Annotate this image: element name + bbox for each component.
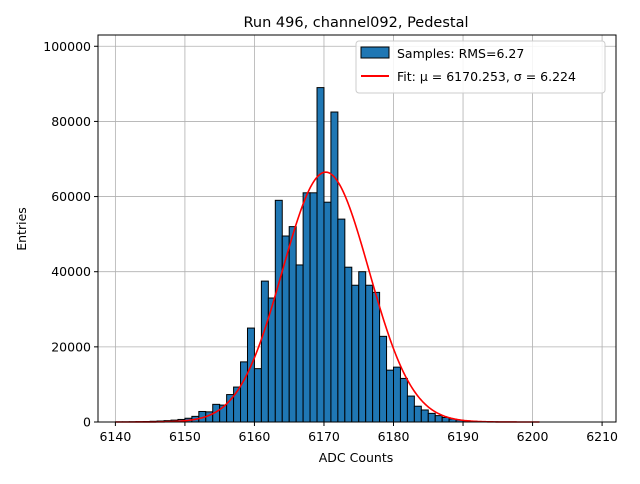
x-tick-label: 6150 xyxy=(169,429,201,444)
histogram-bar xyxy=(254,369,261,422)
x-tick-label: 6170 xyxy=(308,429,340,444)
chart-title: Run 496, channel092, Pedestal xyxy=(243,15,468,31)
histogram-bar xyxy=(380,336,387,422)
histogram-bar xyxy=(338,219,345,422)
histogram-bar xyxy=(428,413,435,422)
histogram-bar xyxy=(359,272,366,422)
y-tick-label: 40000 xyxy=(51,264,91,279)
histogram-bar xyxy=(407,396,414,422)
y-tick-label: 0 xyxy=(83,415,91,430)
histogram-bar xyxy=(289,227,296,422)
histogram-bar xyxy=(241,362,248,422)
x-tick-label: 6210 xyxy=(586,429,618,444)
x-tick-label: 6190 xyxy=(447,429,479,444)
y-axis-label: Entries xyxy=(14,207,29,251)
histogram-bar xyxy=(421,410,428,422)
histogram-bar xyxy=(331,112,338,422)
y-tick-label: 60000 xyxy=(51,189,91,204)
histogram-bar xyxy=(352,285,359,422)
y-tick-label: 80000 xyxy=(51,114,91,129)
histogram-bar xyxy=(387,370,394,422)
histogram-bar xyxy=(261,281,268,422)
histogram-bar xyxy=(317,88,324,422)
x-tick-label: 6180 xyxy=(378,429,410,444)
histogram-bar xyxy=(373,292,380,422)
x-tick-label: 6140 xyxy=(99,429,131,444)
x-axis-label: ADC Counts xyxy=(319,450,394,465)
histogram-bar xyxy=(400,378,407,422)
histogram-bar xyxy=(345,267,352,422)
histogram-bar xyxy=(303,193,310,422)
legend-fit-label: Fit: μ = 6170.253, σ = 6.224 xyxy=(397,69,576,84)
histogram-bar xyxy=(296,265,303,422)
y-tick-label: 100000 xyxy=(43,39,91,54)
histogram-bar xyxy=(414,406,421,422)
legend-samples-label: Samples: RMS=6.27 xyxy=(397,46,524,61)
histogram-bar xyxy=(435,416,442,422)
histogram-bar xyxy=(282,236,289,422)
histogram-bar xyxy=(324,202,331,422)
y-tick-label: 20000 xyxy=(51,339,91,354)
histogram-bar xyxy=(394,367,401,422)
x-tick-label: 6160 xyxy=(239,429,271,444)
histogram-bar xyxy=(227,395,234,422)
histogram-bar xyxy=(247,328,254,422)
histogram-bar xyxy=(275,200,282,422)
legend-bar-swatch xyxy=(361,47,389,58)
histogram-bar xyxy=(310,193,317,422)
legend: Samples: RMS=6.27 Fit: μ = 6170.253, σ =… xyxy=(356,41,605,93)
x-tick-label: 6200 xyxy=(517,429,549,444)
histogram-bar xyxy=(366,285,373,422)
